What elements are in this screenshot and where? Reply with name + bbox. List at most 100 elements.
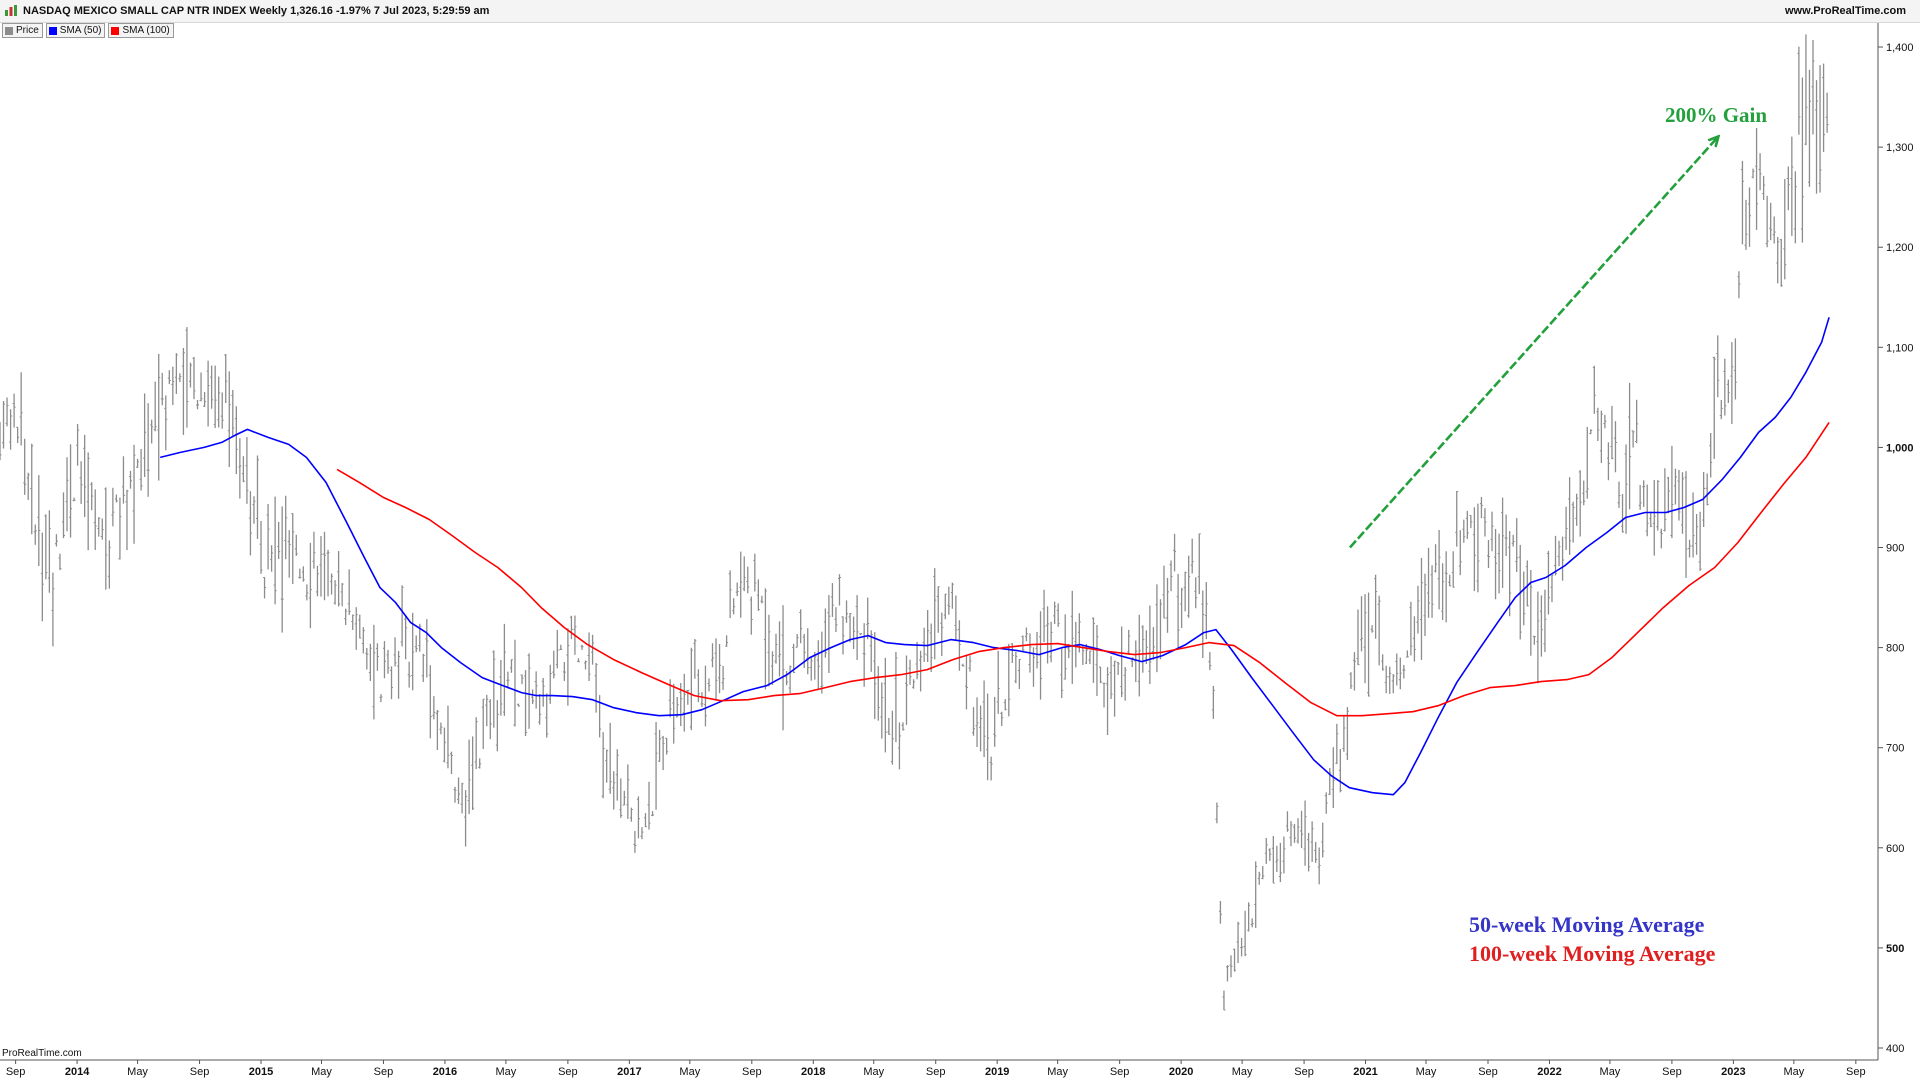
price-bar: [196, 399, 200, 410]
sma100-line: [336, 421, 1830, 717]
price-bar: [1793, 171, 1797, 244]
price-bar: [552, 650, 556, 679]
price-bar: [1106, 667, 1110, 735]
price-bar: [527, 653, 531, 729]
price-bar: [143, 393, 147, 478]
price-bar: [1166, 577, 1170, 633]
site-url[interactable]: www.ProRealTime.com: [1784, 5, 1906, 17]
price-bar: [1807, 69, 1811, 187]
price-bar: [1691, 492, 1695, 558]
price-bar: [1342, 715, 1346, 752]
price-bar: [390, 666, 394, 700]
legend-item-sma100[interactable]: SMA (100): [108, 23, 174, 38]
price-bar: [1243, 910, 1247, 957]
price-bar: [1494, 528, 1498, 600]
price-bar: [562, 662, 566, 681]
price-bar: [1169, 560, 1173, 592]
price-bar: [964, 654, 968, 710]
price-bar: [1783, 179, 1787, 280]
price-bar: [354, 607, 358, 650]
price-bar: [1215, 802, 1219, 824]
x-axis-tick-label: May: [127, 1066, 148, 1078]
price-bar: [1042, 589, 1046, 643]
price-bar: [365, 647, 369, 670]
price-bar: [1116, 661, 1120, 675]
x-axis-tick-label: 2020: [1169, 1066, 1193, 1078]
price-bar: [1109, 656, 1113, 700]
price-bar: [806, 628, 810, 675]
price-bar: [1003, 699, 1007, 711]
price-bar: [227, 371, 231, 468]
sma50-line: [160, 317, 1830, 796]
price-bar: [118, 497, 122, 560]
price-bar: [435, 709, 439, 750]
price-bar: [1479, 496, 1483, 519]
price-bar: [273, 496, 277, 605]
x-axis-tick-label: May: [1783, 1066, 1804, 1078]
price-bar: [827, 595, 831, 673]
price-bar: [1257, 871, 1261, 885]
price-bar: [400, 585, 404, 647]
legend-item-sma50[interactable]: SMA (50): [45, 23, 106, 38]
price-bar: [915, 641, 919, 680]
y-axis-tick-label: 900: [1886, 543, 1904, 555]
price-bar: [185, 327, 189, 428]
price-bar: [1825, 92, 1829, 133]
price-bar: [478, 758, 482, 769]
price-bar: [1127, 629, 1131, 655]
price-bar: [252, 496, 256, 524]
price-bar: [132, 444, 136, 544]
price-bar: [1599, 410, 1603, 464]
price-bar: [308, 542, 312, 629]
price-bar: [725, 635, 729, 647]
price-bar: [866, 597, 870, 640]
price-bar: [538, 694, 542, 725]
price-bar: [1571, 501, 1575, 543]
price-bar: [880, 682, 884, 739]
x-axis-tick-label: 2021: [1353, 1066, 1377, 1078]
price-bar: [580, 644, 584, 650]
price-bar: [1631, 430, 1635, 448]
price-bar: [1352, 652, 1356, 691]
price-bar: [1758, 153, 1762, 191]
price-bar: [44, 514, 48, 580]
price-bar: [210, 365, 214, 409]
price-bar: [453, 786, 457, 803]
price-bar: [337, 551, 341, 607]
price-bar: [1733, 338, 1737, 400]
price-bar: [1060, 648, 1064, 699]
price-bar: [675, 696, 679, 718]
price-bar: [1412, 616, 1416, 662]
x-axis-tick-label: Sep: [190, 1066, 210, 1078]
price-bar: [1723, 358, 1727, 416]
price-bar: [125, 489, 129, 551]
price-bar: [1077, 613, 1081, 653]
sma50-annotation: 50-week Moving Average: [1469, 912, 1705, 937]
legend-item-price[interactable]: Price: [2, 23, 43, 38]
price-bar: [93, 489, 97, 550]
price-bar: [1568, 477, 1572, 555]
price-bar: [1589, 429, 1593, 435]
price-bar: [1398, 657, 1402, 690]
price-bar: [414, 635, 418, 653]
price-bar: [714, 638, 718, 700]
x-axis-tick-label: May: [863, 1066, 884, 1078]
price-bar: [1677, 469, 1681, 521]
price-bar: [1765, 195, 1769, 248]
price-bar: [30, 443, 34, 535]
price-bar: [1797, 46, 1801, 135]
price-bar: [996, 650, 1000, 714]
price-bar: [756, 579, 760, 611]
y-axis-tick-label: 400: [1886, 1043, 1904, 1055]
price-bar: [1049, 621, 1053, 663]
price-bar: [1451, 551, 1455, 588]
price-bar: [234, 406, 238, 475]
price-bar: [1705, 473, 1709, 506]
price-bar: [277, 521, 281, 560]
price-bar: [174, 353, 178, 394]
price-bar: [1624, 444, 1628, 534]
price-bar: [1296, 818, 1300, 844]
price-bar: [326, 549, 330, 597]
price-bar: [509, 659, 513, 673]
